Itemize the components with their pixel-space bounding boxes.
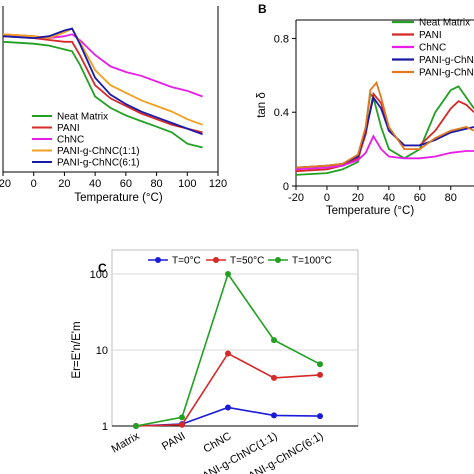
x-axis-label: Temperature (°C) (74, 192, 162, 204)
x-tick-label: 20 (352, 192, 364, 204)
x-tick-label: 60 (414, 192, 426, 204)
y-tick-label: 0 (283, 181, 289, 193)
x-tick-label: 0 (31, 178, 37, 190)
legend-marker (213, 257, 219, 263)
data-point-t-100-c (179, 414, 185, 421)
x-tick-label: -20 (288, 192, 304, 204)
legend-entry: ChNC (57, 135, 84, 146)
legend-entry: Neat Matrix (419, 18, 470, 29)
series-line-chnc (295, 134, 474, 171)
legend-entry: PANI-g-ChNC(1:1) (57, 146, 140, 157)
panel-a: -20 0 20 40 60 80 100 120 Temperature (°C) Neat M… (0, 6, 227, 204)
panel-label: B (258, 2, 267, 16)
x-tick-label: -20 (0, 178, 11, 190)
data-point-t-0-c (271, 412, 277, 419)
data-point-t-100-c (271, 337, 277, 344)
legend-entry: PANI (419, 30, 442, 41)
series-line-neat-matrix (295, 85, 474, 176)
x-tick-label: 120 (209, 178, 227, 190)
category-label: PANI (160, 430, 188, 453)
legend-entry: PANI-g-ChNC(6:1) (57, 158, 140, 169)
data-point-t-0-c (225, 404, 231, 411)
x-tick-label: 80 (445, 192, 457, 204)
y-tick-label: 100 (90, 269, 108, 281)
data-point-t-50-c (179, 421, 185, 428)
data-point-t-50-c (225, 350, 231, 357)
legend-entry: T=0°C (172, 256, 201, 267)
y-tick-label: 0.8 (274, 33, 289, 45)
x-axis-label: Temperature (°C) (326, 205, 414, 217)
x-tick-label: 80 (150, 178, 162, 190)
data-point-t-100-c (225, 271, 231, 277)
legend-entry: PANI-g-ChNC(1:1) (419, 68, 474, 79)
category-label: Matrix (110, 430, 142, 456)
x-tick-label: 40 (383, 192, 395, 204)
panel-label: C (98, 261, 107, 275)
x-tick-label: 40 (89, 178, 101, 190)
data-point-t-100-c (133, 423, 139, 429)
legend-marker (275, 257, 281, 263)
y-tick-label: 1 (102, 421, 108, 433)
legend-entry: PANI (57, 123, 80, 134)
legend-entry: Neat Matrix (57, 112, 108, 123)
legend-entry: ChNC (419, 43, 446, 54)
legend-entry: T=100°C (292, 256, 332, 267)
x-tick-label: 20 (58, 178, 70, 190)
category-label: ChNC (202, 430, 234, 455)
legend-entry: PANI-g-ChNC(6:1) (419, 55, 474, 66)
series-line-neat-matrix (2, 40, 203, 149)
y-axis-label: tan δ (256, 92, 268, 118)
x-tick-label: 0 (324, 192, 330, 204)
x-tick-label: 100 (178, 178, 196, 190)
x-tick-label: 60 (120, 178, 132, 190)
data-point-t-0-c (317, 413, 323, 420)
series-line-pani-g-chnc-1-1- (2, 27, 203, 126)
data-point-t-50-c (317, 371, 323, 378)
series-line-pani (2, 35, 203, 134)
legend-marker (155, 257, 161, 263)
data-point-t-50-c (271, 374, 277, 381)
y-tick-label: 10 (96, 345, 108, 357)
plot-frame (111, 249, 359, 427)
series-line-pani-g-chnc-1-1- (295, 80, 474, 169)
series-line-pani-g-chnc-6-1- (2, 27, 203, 136)
y-axis-label: Er=E'n/E'm (71, 321, 83, 378)
data-point-t-100-c (317, 361, 323, 368)
legend-entry: T=50°C (230, 256, 264, 267)
y-tick-label: 0.4 (274, 107, 289, 119)
